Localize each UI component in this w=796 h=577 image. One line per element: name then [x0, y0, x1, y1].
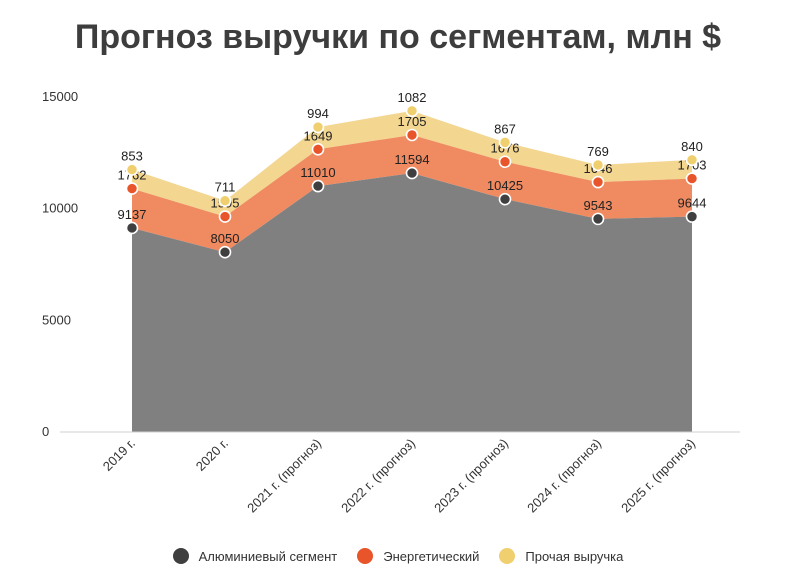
data-label-other: 769	[587, 144, 609, 159]
y-tick-label: 10000	[42, 201, 78, 216]
data-label-aluminum: 9644	[678, 196, 707, 211]
marker-aluminum	[405, 166, 419, 180]
legend-label-aluminum: Алюминиевый сегмент	[198, 548, 338, 564]
y-tick-label: 15000	[42, 89, 78, 104]
chart-title: Прогноз выручки по сегментам, млн $	[74, 18, 722, 56]
legend-label-other: Прочая выручка	[525, 548, 624, 564]
marker-energy	[685, 172, 699, 185]
data-label-other: 1082	[398, 90, 427, 105]
data-label-other: 867	[494, 121, 516, 136]
marker-energy	[125, 182, 139, 195]
marker-aluminum	[311, 179, 325, 193]
x-tick-label: 2025 г. (прогноз)	[618, 436, 698, 516]
legend-label-energy: Энергетический	[383, 548, 480, 564]
legend-item-energy[interactable]: Энергетический	[357, 548, 479, 564]
legend: Алюминиевый сегмент Энергетический Проча…	[0, 548, 796, 564]
marker-other	[218, 194, 232, 208]
x-tick-label: 2021 г. (прогноз)	[244, 436, 324, 516]
legend-swatch-aluminum	[172, 548, 189, 564]
data-label-aluminum: 11010	[300, 165, 335, 180]
marker-aluminum	[498, 192, 512, 206]
x-tick-label: 2020 г.	[193, 436, 231, 474]
area-energy	[132, 134, 692, 253]
marker-aluminum	[125, 221, 139, 235]
data-label-energy: 1705	[398, 114, 427, 129]
data-label-other: 853	[121, 149, 143, 164]
data-label-energy: 1649	[304, 128, 333, 143]
data-label-other: 840	[681, 139, 703, 154]
legend-swatch-energy	[357, 548, 374, 564]
data-label-other: 994	[307, 106, 329, 121]
marker-energy	[218, 210, 232, 223]
legend-item-other[interactable]: Прочая выручка	[499, 548, 623, 564]
marker-other	[591, 158, 605, 172]
x-tick-label: 2022 г. (прогноз)	[338, 436, 418, 516]
marker-aluminum	[218, 245, 232, 259]
marker-energy	[405, 128, 419, 142]
legend-item-aluminum[interactable]: Алюминиевый сегмент	[172, 548, 338, 564]
marker-other	[125, 163, 139, 176]
marker-other	[498, 136, 512, 149]
data-label-aluminum: 8050	[211, 231, 240, 246]
data-label-aluminum: 9137	[118, 207, 147, 222]
x-tick-label: 2019 г.	[100, 436, 138, 474]
area-aluminum	[132, 173, 692, 433]
data-label-other: 711	[215, 180, 236, 195]
marker-aluminum	[685, 210, 699, 223]
marker-other	[405, 104, 419, 118]
marker-energy	[591, 175, 605, 189]
x-tick-label: 2023 г. (прогноз)	[431, 436, 511, 516]
marker-energy	[498, 155, 512, 169]
data-label-aluminum: 11594	[394, 152, 429, 167]
marker-energy	[311, 142, 325, 156]
marker-aluminum	[591, 212, 605, 226]
marker-other	[311, 120, 325, 134]
data-label-aluminum: 10425	[487, 178, 523, 193]
marker-other	[685, 153, 699, 167]
legend-swatch-other	[499, 548, 516, 564]
data-label-aluminum: 9543	[584, 198, 613, 213]
y-tick-label: 0	[42, 424, 49, 439]
x-tick-label: 2024 г. (прогноз)	[524, 436, 604, 516]
y-tick-label: 5000	[42, 312, 71, 327]
